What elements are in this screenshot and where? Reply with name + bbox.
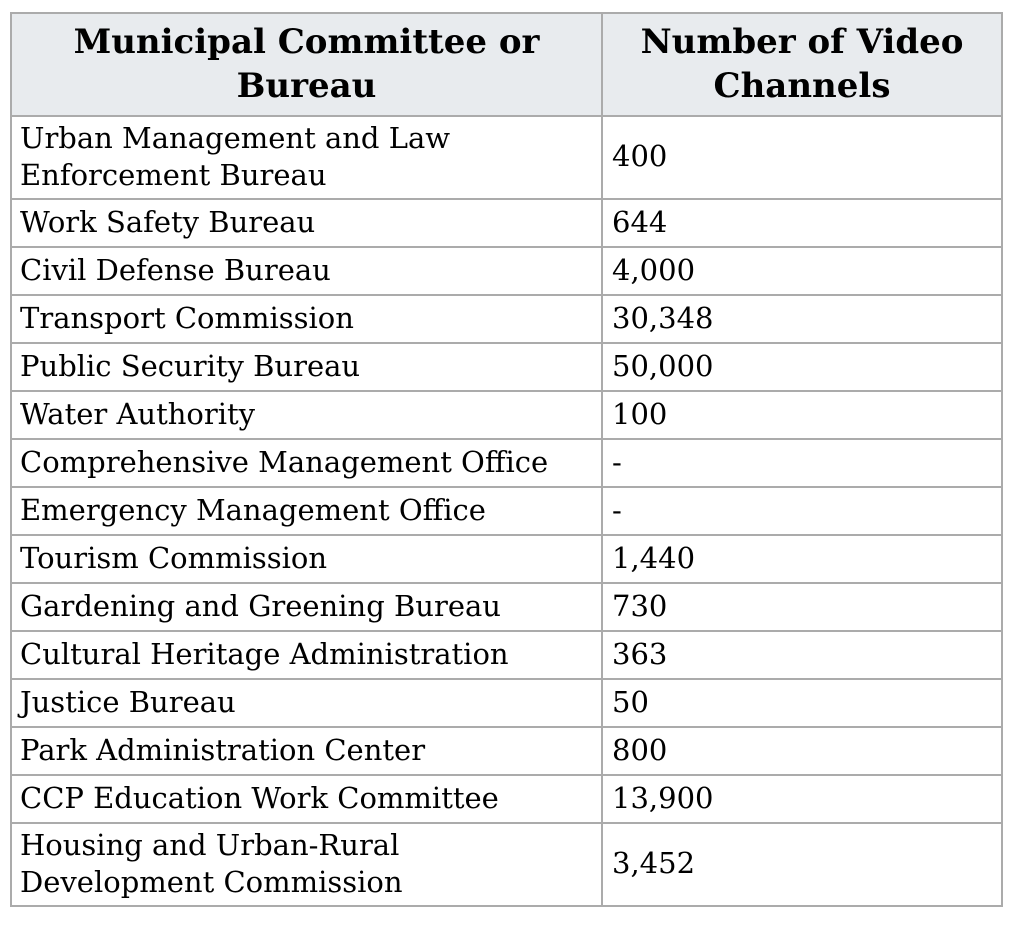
table-row: Civil Defense Bureau 4,000: [10, 246, 1003, 297]
table-row: CCP Education Work Committee 13,900: [10, 774, 1003, 825]
channels-cell: 100: [601, 390, 1003, 441]
table-row: Urban Management and Law Enforcement Bur…: [10, 115, 1003, 201]
table-row: Work Safety Bureau 644: [10, 198, 1003, 249]
channels-cell: 4,000: [601, 246, 1003, 297]
bureau-cell: Housing and Urban-Rural Development Comm…: [10, 822, 603, 908]
bureau-cell: Work Safety Bureau: [10, 198, 603, 249]
column-header-bureau: Municipal Committee or Bureau: [10, 11, 603, 118]
channels-cell: 400: [601, 115, 1003, 201]
bureau-cell: Tourism Commission: [10, 534, 603, 585]
table-row: Park Administration Center 800: [10, 726, 1003, 777]
table-row: Housing and Urban-Rural Development Comm…: [10, 822, 1003, 908]
channels-cell: -: [601, 438, 1003, 489]
table-row: Cultural Heritage Administration 363: [10, 630, 1003, 681]
bureau-cell: Urban Management and Law Enforcement Bur…: [10, 115, 603, 201]
bureau-cell: Justice Bureau: [10, 678, 603, 729]
table-row: Water Authority 100: [10, 390, 1003, 441]
bureau-cell: CCP Education Work Committee: [10, 774, 603, 825]
channels-cell: 3,452: [601, 822, 1003, 908]
bureau-cell: Public Security Bureau: [10, 342, 603, 393]
channels-cell: 50: [601, 678, 1003, 729]
channels-cell: 800: [601, 726, 1003, 777]
bureau-cell: Cultural Heritage Administration: [10, 630, 603, 681]
table-body: Urban Management and Law Enforcement Bur…: [10, 115, 1003, 908]
channels-cell: 50,000: [601, 342, 1003, 393]
bureau-cell: Transport Commission: [10, 294, 603, 345]
channels-cell: 644: [601, 198, 1003, 249]
channels-cell: 730: [601, 582, 1003, 633]
channels-cell: -: [601, 486, 1003, 537]
channels-cell: 13,900: [601, 774, 1003, 825]
bureau-cell: Civil Defense Bureau: [10, 246, 603, 297]
table-row: Transport Commission 30,348: [10, 294, 1003, 345]
bureau-cell: Comprehensive Management Office: [10, 438, 603, 489]
table-row: Gardening and Greening Bureau 730: [10, 582, 1003, 633]
table-header: Municipal Committee or Bureau Number of …: [10, 11, 1003, 118]
video-channels-table: Municipal Committee or Bureau Number of …: [10, 11, 1003, 908]
table-row: Emergency Management Office -: [10, 486, 1003, 537]
bureau-cell: Emergency Management Office: [10, 486, 603, 537]
bureau-cell: Park Administration Center: [10, 726, 603, 777]
table-row: Tourism Commission 1,440: [10, 534, 1003, 585]
column-header-channels: Number of Video Channels: [601, 11, 1003, 118]
bureau-cell: Gardening and Greening Bureau: [10, 582, 603, 633]
bureau-cell: Water Authority: [10, 390, 603, 441]
channels-cell: 30,348: [601, 294, 1003, 345]
channels-cell: 1,440: [601, 534, 1003, 585]
table-row: Comprehensive Management Office -: [10, 438, 1003, 489]
table-row: Justice Bureau 50: [10, 678, 1003, 729]
channels-cell: 363: [601, 630, 1003, 681]
header-row: Municipal Committee or Bureau Number of …: [10, 11, 1003, 118]
table-row: Public Security Bureau 50,000: [10, 342, 1003, 393]
